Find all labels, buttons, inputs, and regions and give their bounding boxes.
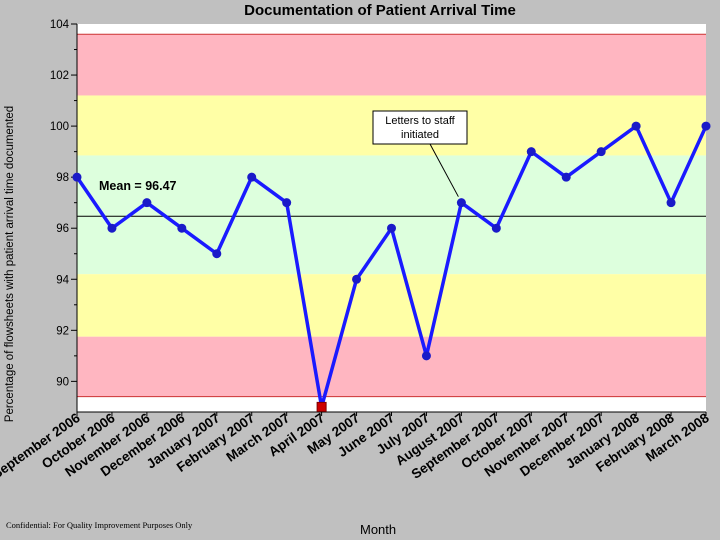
data-point <box>282 198 292 208</box>
data-point <box>561 172 571 182</box>
data-point <box>352 274 362 284</box>
zone-band-4 <box>77 336 706 397</box>
data-point <box>491 223 501 233</box>
y-tick-label: 92 <box>56 325 69 337</box>
data-point <box>596 147 606 157</box>
data-point <box>701 121 711 131</box>
data-point <box>247 172 257 182</box>
data-point <box>666 198 676 208</box>
zone-band-2 <box>77 155 706 275</box>
y-tick-label: 96 <box>56 223 69 235</box>
data-point <box>421 351 431 361</box>
annotation-text: initiated <box>401 129 439 141</box>
y-tick-label: 90 <box>56 376 69 388</box>
data-point <box>142 198 152 208</box>
y-tick-label: 98 <box>56 172 69 184</box>
data-point <box>212 249 222 259</box>
zone-band-3 <box>77 274 706 337</box>
annotation-pointer <box>429 143 459 197</box>
y-tick-label: 104 <box>50 19 70 31</box>
annotation-box <box>372 110 468 145</box>
data-point <box>177 223 187 233</box>
data-point <box>72 172 82 182</box>
zone-band-0 <box>77 34 706 96</box>
data-point-highlighted <box>316 401 327 412</box>
data-point <box>526 147 536 157</box>
data-point <box>631 121 641 131</box>
confidential-footnote: Confidential: For Quality Improvement Pu… <box>6 520 193 530</box>
x-axis-label: Month <box>360 522 397 537</box>
y-tick-label: 94 <box>56 274 69 286</box>
data-point <box>456 198 466 208</box>
annotation-text: Letters to staff <box>385 115 455 127</box>
chart-title: Documentation of Patient Arrival Time <box>244 2 516 19</box>
y-tick-label: 100 <box>50 121 69 133</box>
data-point <box>107 223 117 233</box>
y-axis-label: Percentage of flowsheets with patient ar… <box>4 105 16 423</box>
mean-label: Mean = 96.47 <box>99 179 177 193</box>
y-tick-label: 102 <box>50 70 69 82</box>
data-point <box>387 223 396 233</box>
